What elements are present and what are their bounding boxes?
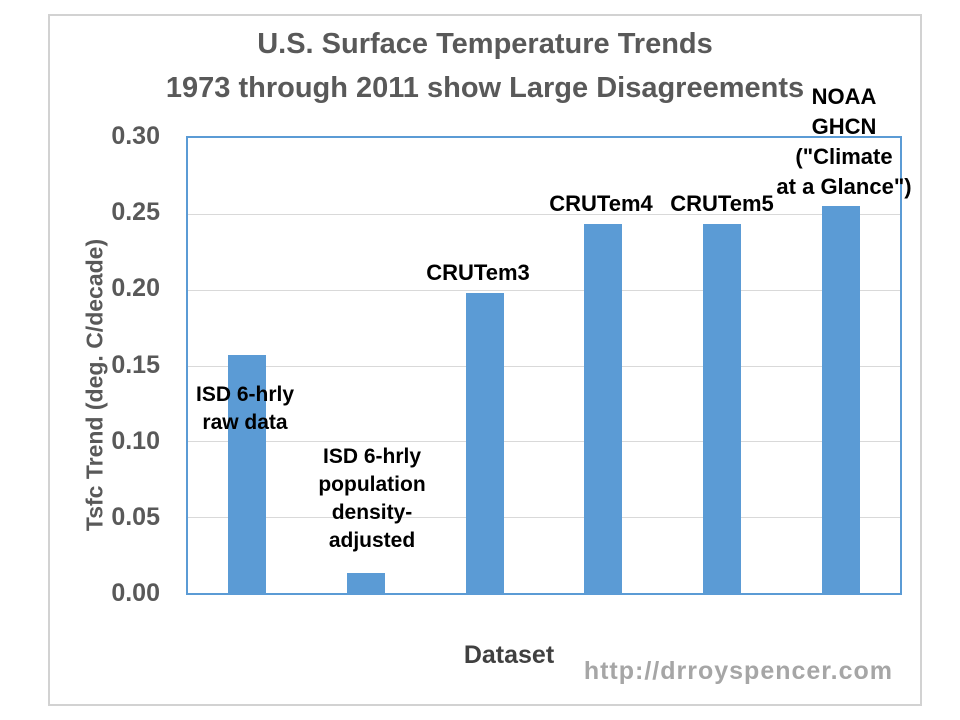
bar-4-crutem4 — [584, 224, 622, 593]
bar-label-2: ISD 6-hrly population density- adjusted — [318, 445, 426, 552]
ytick-label-0.20: 0.20 — [111, 274, 160, 302]
x-axis-title: Dataset — [463, 641, 555, 669]
bar-label-3: CRUTem3 — [426, 260, 530, 285]
bar-3-crutem3 — [466, 293, 504, 593]
bar-1-isd-6-hrly-raw-data — [228, 355, 266, 593]
plot-area — [186, 136, 902, 595]
ytick-label-0.30: 0.30 — [111, 122, 160, 150]
bar-2-isd-6-hrly-population-density-adjusted — [347, 573, 385, 593]
ytick-label-0.00: 0.00 — [111, 579, 160, 607]
chart-title-line-1: U.S. Surface Temperature Trends — [257, 28, 713, 60]
bar-5-crutem5 — [703, 224, 741, 593]
bar-label-5: CRUTem5 — [670, 191, 774, 216]
bar-label-6: NOAA GHCN ("Climate at a Glance") — [776, 84, 912, 199]
gridline-0.25 — [188, 214, 900, 215]
bar-6-noaa-ghcn-climate-at-a-glance — [822, 206, 860, 593]
ytick-label-0.10: 0.10 — [111, 427, 160, 455]
ytick-label-0.05: 0.05 — [111, 503, 160, 531]
ytick-label-0.25: 0.25 — [111, 198, 160, 226]
bar-label-1: ISD 6-hrly raw data — [195, 383, 295, 434]
bar-label-4: CRUTem4 — [549, 191, 653, 216]
chart-title-line-2: 1973 through 2011 show Large Disagreemen… — [165, 72, 805, 104]
gridline-0.10 — [188, 441, 900, 442]
watermark-url: http://drroyspencer.com — [583, 657, 893, 685]
ytick-label-0.15: 0.15 — [111, 351, 160, 379]
chart-title: U.S. Surface Temperature Trends 1973 thr… — [48, 22, 922, 110]
gridline-0.15 — [188, 366, 900, 367]
gridline-0.05 — [188, 517, 900, 518]
gridline-0.20 — [188, 290, 900, 291]
